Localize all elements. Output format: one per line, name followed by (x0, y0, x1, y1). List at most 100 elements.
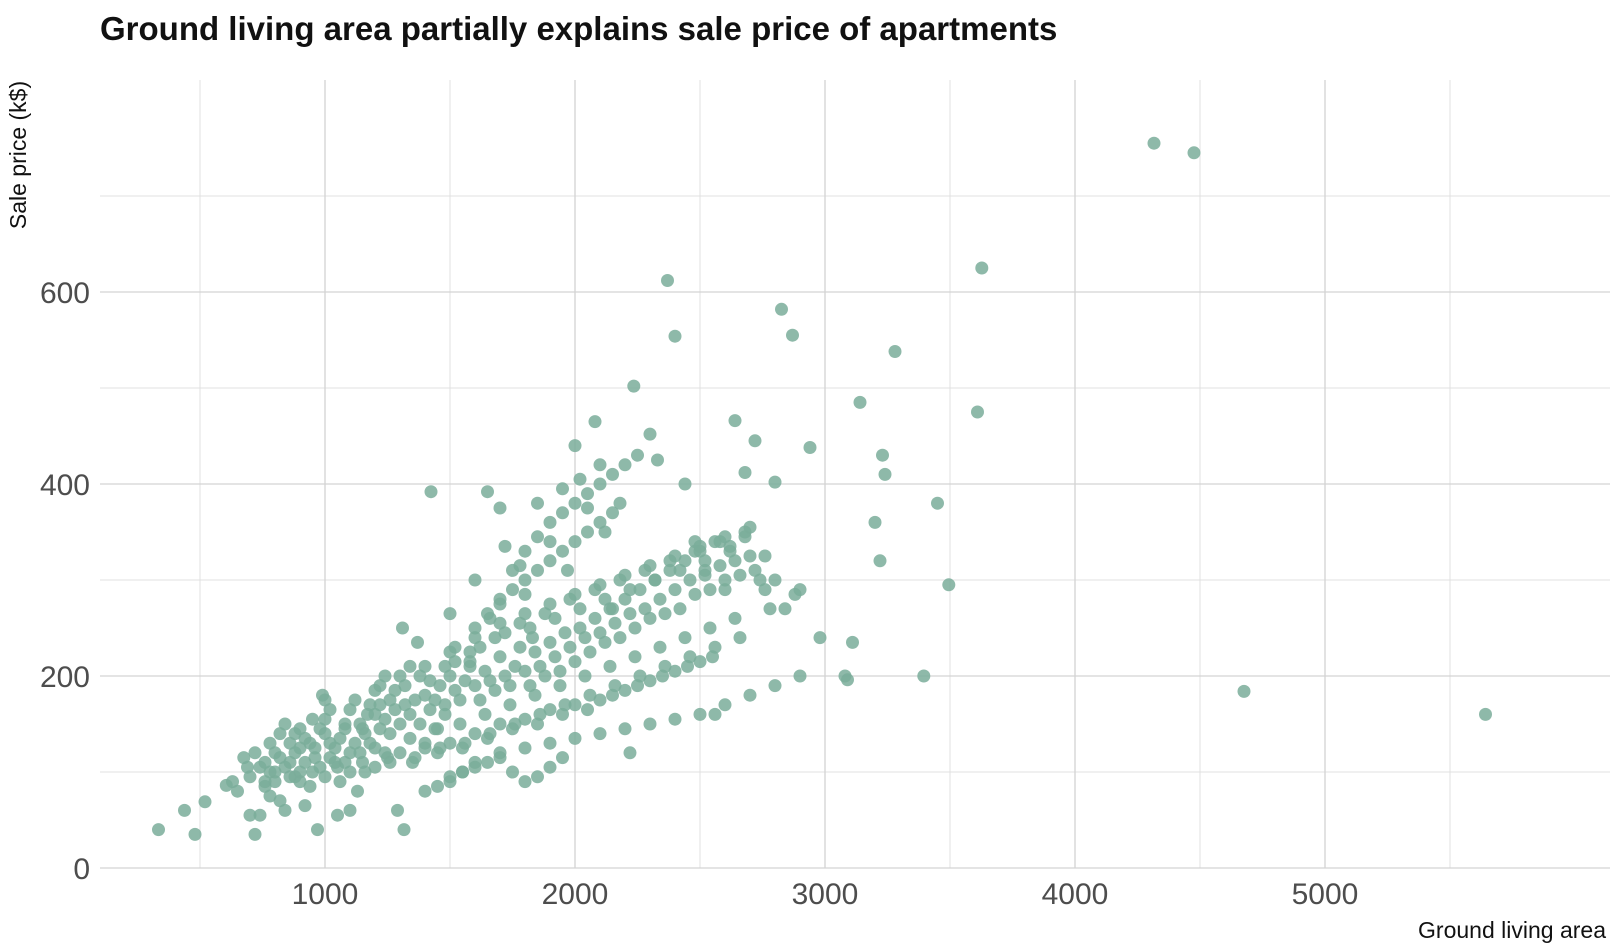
data-point (323, 703, 337, 717)
data-point (443, 669, 457, 683)
data-point (846, 635, 859, 649)
chart-title: Ground living area partially explains sa… (100, 10, 1058, 47)
data-point (628, 621, 642, 635)
data-point (433, 741, 447, 755)
data-point (553, 679, 567, 693)
data-point (733, 568, 747, 582)
data-point (678, 554, 692, 568)
data-point (343, 765, 357, 779)
data-point (623, 746, 637, 760)
data-point (481, 755, 494, 769)
data-point (888, 345, 902, 358)
data-point (548, 650, 562, 664)
data-point (593, 477, 607, 491)
data-point (538, 669, 552, 683)
data-point (383, 755, 397, 769)
data-point (483, 727, 497, 741)
data-point (463, 659, 477, 673)
data-point (498, 626, 512, 640)
data-point (868, 515, 882, 529)
data-point (553, 664, 567, 678)
data-point (463, 645, 477, 659)
data-point (268, 775, 282, 789)
data-point (583, 645, 597, 659)
data-point (273, 727, 287, 741)
data-point (393, 746, 407, 760)
data-point (558, 626, 572, 640)
data-point (623, 583, 637, 597)
data-point (583, 688, 597, 702)
data-point (568, 496, 582, 510)
data-point (568, 535, 582, 549)
data-point (481, 485, 494, 499)
data-point (581, 501, 594, 515)
data-point (975, 261, 989, 275)
data-point (398, 698, 412, 712)
data-point (728, 414, 742, 428)
data-point (942, 578, 956, 592)
data-point (556, 751, 569, 765)
data-point (623, 607, 637, 621)
data-point (793, 583, 807, 597)
data-point (348, 736, 362, 750)
data-point (493, 597, 507, 611)
data-point (743, 549, 757, 563)
data-point (768, 475, 782, 489)
data-point (563, 640, 577, 654)
data-point (556, 506, 569, 520)
data-point (498, 539, 512, 553)
data-point (763, 602, 777, 616)
data-point (318, 770, 332, 784)
data-point (693, 707, 707, 721)
data-point (353, 746, 367, 760)
y-tick-label: 200 (40, 661, 90, 694)
data-point (728, 554, 742, 568)
data-point (523, 679, 537, 693)
data-point (448, 683, 462, 697)
x-tick-label: 4000 (1042, 878, 1109, 911)
data-point (478, 707, 492, 721)
data-point (178, 803, 191, 817)
data-point (358, 765, 372, 779)
data-point (343, 746, 357, 760)
data-point (351, 784, 364, 798)
data-point (778, 602, 792, 616)
data-point (396, 621, 409, 635)
data-point (226, 775, 239, 789)
data-point (391, 803, 404, 817)
data-point (393, 717, 407, 731)
data-point (643, 427, 657, 441)
data-point (488, 631, 502, 645)
data-point (638, 602, 652, 616)
data-point (253, 808, 267, 822)
data-point (518, 741, 532, 755)
data-point (373, 698, 387, 712)
data-point (556, 544, 569, 558)
data-point (793, 669, 807, 683)
data-point (618, 568, 632, 582)
data-point (653, 592, 667, 606)
y-axis-title: Sale price (k$) (5, 81, 31, 229)
data-point (758, 583, 772, 597)
data-point (631, 448, 644, 462)
data-point (438, 707, 452, 721)
data-point (663, 563, 677, 577)
data-point (1237, 684, 1251, 698)
data-point (598, 635, 612, 649)
data-point (661, 274, 674, 287)
data-point (418, 784, 432, 798)
data-point (258, 775, 272, 789)
data-point (278, 760, 292, 774)
x-tick-label: 5000 (1292, 878, 1359, 911)
data-point (698, 554, 712, 568)
x-axis-title: Ground living area (1418, 917, 1606, 943)
data-point (263, 789, 277, 803)
data-point (513, 616, 527, 630)
data-point (423, 703, 437, 717)
data-point (506, 563, 519, 577)
data-point (598, 525, 612, 539)
data-point (493, 501, 507, 515)
data-point (593, 727, 607, 741)
data-point (506, 765, 519, 779)
data-point (531, 770, 544, 784)
